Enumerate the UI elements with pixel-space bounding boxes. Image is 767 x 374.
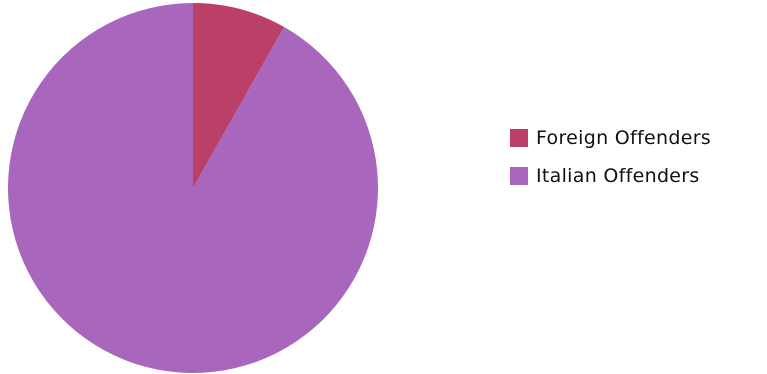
pie-slices (7, 3, 378, 373)
legend-label-italian-offenders: Italian Offenders (536, 165, 700, 187)
pie-slice-foreign-offenders (193, 3, 285, 188)
legend-swatch-foreign-offenders (510, 129, 528, 147)
legend-item-foreign-offenders: Foreign Offenders (510, 127, 712, 149)
legend: Foreign Offenders Italian Offenders (510, 127, 712, 204)
legend-swatch-italian-offenders (510, 167, 528, 185)
legend-label-foreign-offenders: Foreign Offenders (536, 127, 712, 149)
pie-slice-italian-offenders (7, 3, 378, 373)
legend-item-italian-offenders: Italian Offenders (510, 165, 711, 187)
